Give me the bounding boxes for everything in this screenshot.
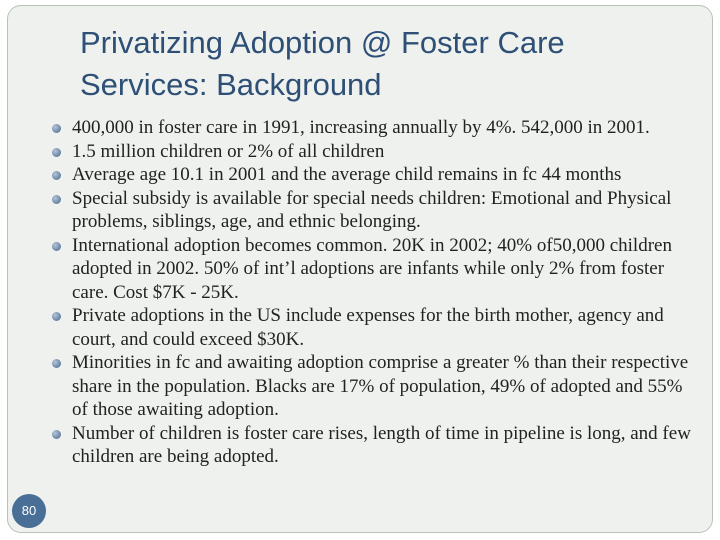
slide-title: Privatizing Adoption @ Foster Care Servi… (80, 22, 680, 106)
bullet-item: International adoption becomes common. 2… (50, 234, 700, 305)
bullet-dot-icon (52, 312, 61, 321)
bullet-dot-icon (52, 124, 61, 133)
bullet-item: 400,000 in foster care in 1991, increasi… (50, 116, 700, 140)
bullet-dot-icon (52, 429, 61, 439)
bullet-text: Number of children is foster care rises,… (72, 422, 691, 468)
slide-frame (7, 5, 713, 533)
bullet-item: Average age 10.1 in 2001 and the average… (50, 163, 700, 187)
slide-title-line-2: Services: Background (80, 67, 382, 102)
bullet-item: Number of children is foster care rises,… (50, 422, 700, 469)
bullet-dot-icon (52, 194, 61, 204)
bullet-text: Average age 10.1 in 2001 and the average… (72, 164, 622, 185)
page-number-badge: 80 (12, 494, 46, 528)
slide-title-line-1: Privatizing Adoption @ Foster Care (80, 25, 565, 60)
bullet-text: 400,000 in foster care in 1991, increasi… (72, 117, 650, 138)
bullet-text: International adoption becomes common. 2… (72, 234, 672, 303)
bullet-text: Private adoptions in the US include expe… (72, 305, 664, 350)
bullet-dot-icon (52, 241, 61, 251)
bullet-text: Special subsidy is available for special… (72, 187, 672, 233)
bullet-text: Minorities in fc and awaiting adoption c… (72, 352, 689, 420)
bullet-item: Special subsidy is available for special… (50, 187, 700, 234)
bullet-text: 1.5 million children or 2% of all childr… (72, 140, 385, 162)
bullet-dot-icon (52, 147, 61, 157)
bullet-item: Private adoptions in the US include expe… (50, 304, 700, 351)
bullet-item: 1.5 million children or 2% of all childr… (50, 140, 700, 164)
bullet-dot-icon (52, 171, 61, 180)
bullet-list: 400,000 in foster care in 1991, increasi… (50, 116, 700, 469)
bullet-item: Minorities in fc and awaiting adoption c… (50, 351, 700, 422)
bullet-dot-icon (52, 359, 61, 368)
